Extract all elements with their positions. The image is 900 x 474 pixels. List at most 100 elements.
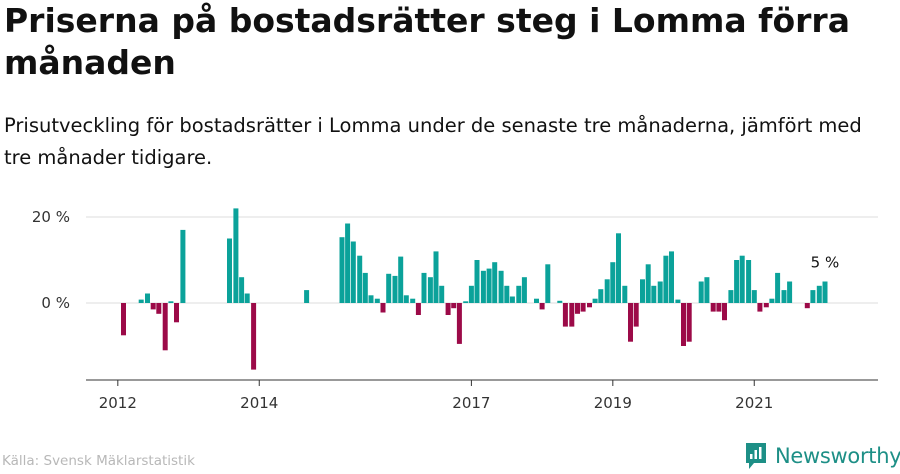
bar-positive bbox=[598, 289, 604, 303]
bar-positive bbox=[734, 260, 740, 303]
bar-positive bbox=[345, 223, 351, 303]
bar-positive bbox=[368, 295, 374, 303]
bar-positive bbox=[392, 275, 398, 303]
bar-positive bbox=[386, 273, 392, 303]
y-axis-labels: 0 % 20 % bbox=[32, 208, 70, 312]
bar-positive bbox=[645, 264, 651, 303]
bar-positive bbox=[810, 290, 816, 303]
bar-positive bbox=[610, 262, 616, 304]
bar-positive bbox=[468, 285, 474, 303]
bar-positive bbox=[362, 272, 368, 303]
bar-negative bbox=[686, 303, 692, 342]
bar-negative bbox=[121, 303, 126, 336]
bar-negative bbox=[628, 303, 633, 342]
bar-positive bbox=[663, 255, 669, 303]
bar-positive bbox=[138, 299, 144, 303]
newsworthy-logo-icon bbox=[746, 443, 766, 469]
bar-positive bbox=[233, 208, 239, 303]
bar-positive bbox=[534, 298, 539, 303]
bar-negative bbox=[580, 303, 586, 312]
last-value-label: 5 % bbox=[811, 254, 840, 272]
y-tick-label: 20 % bbox=[32, 208, 70, 226]
bar-negative bbox=[633, 303, 639, 327]
bar-positive bbox=[504, 285, 510, 303]
chart-title: Priserna på bostadsrätter steg i Lomma f… bbox=[4, 1, 850, 82]
bar-negative bbox=[562, 303, 568, 327]
bar-positive bbox=[746, 260, 752, 303]
brand-name: Newsworthy bbox=[775, 444, 900, 468]
bar-positive bbox=[168, 301, 174, 303]
bar-positive bbox=[439, 285, 445, 303]
bar-positive bbox=[480, 270, 486, 304]
bars bbox=[121, 208, 828, 370]
bar-positive bbox=[698, 281, 704, 303]
bar-negative bbox=[804, 303, 810, 309]
bar-positive bbox=[781, 290, 787, 303]
bar-positive bbox=[403, 295, 409, 303]
bar-positive bbox=[728, 290, 734, 303]
bar-positive bbox=[675, 299, 681, 303]
bar-positive bbox=[357, 255, 363, 303]
x-tick-label: 2012 bbox=[99, 394, 137, 412]
bar-positive bbox=[421, 272, 427, 303]
bar-positive bbox=[816, 285, 822, 303]
x-axis-labels: 2012 2014 2017 2019 2021 bbox=[99, 394, 774, 412]
x-tick-label: 2014 bbox=[240, 394, 278, 412]
bar-negative bbox=[162, 303, 168, 351]
bar-negative bbox=[569, 303, 575, 327]
bar-negative bbox=[710, 303, 716, 312]
bar-positive bbox=[657, 281, 663, 303]
bar-positive bbox=[651, 285, 657, 303]
bar-positive bbox=[669, 251, 674, 303]
bar-negative bbox=[445, 303, 451, 315]
x-axis bbox=[86, 379, 878, 386]
bar-positive bbox=[433, 251, 439, 303]
bar-positive bbox=[516, 285, 522, 303]
bar-negative bbox=[251, 303, 257, 370]
bar-positive bbox=[704, 277, 710, 303]
bar-positive bbox=[339, 237, 345, 303]
y-tick-label: 0 % bbox=[41, 294, 70, 312]
bar-negative bbox=[575, 303, 580, 314]
bar-positive bbox=[616, 233, 621, 303]
bar-positive bbox=[227, 238, 232, 303]
bar-positive bbox=[350, 241, 356, 303]
chart-subtitle: Prisutveckling för bostadsrätter i Lomma… bbox=[4, 114, 862, 169]
bar-positive bbox=[557, 300, 563, 303]
x-tick-label: 2017 bbox=[452, 394, 490, 412]
bar-positive bbox=[463, 301, 469, 303]
bar-negative bbox=[722, 303, 727, 321]
bar-positive bbox=[822, 281, 828, 303]
bar-negative bbox=[763, 303, 769, 308]
bar-negative bbox=[757, 303, 763, 312]
bar-positive bbox=[145, 293, 150, 303]
bar-positive bbox=[398, 256, 404, 303]
bar-positive bbox=[775, 272, 781, 303]
bar-positive bbox=[787, 281, 793, 303]
bar-positive bbox=[244, 293, 250, 303]
bar-negative bbox=[681, 303, 686, 346]
bar-positive bbox=[410, 298, 416, 303]
bar-positive bbox=[492, 262, 498, 304]
bar-positive bbox=[739, 255, 745, 303]
bar-negative bbox=[539, 303, 545, 310]
bar-negative bbox=[150, 303, 156, 310]
source-note: Källa: Svensk Mäklarstatistik bbox=[2, 453, 195, 469]
bar-positive bbox=[427, 277, 433, 303]
bar-positive bbox=[521, 277, 527, 303]
bar-negative bbox=[716, 303, 722, 312]
bar-negative bbox=[380, 303, 386, 313]
brand-logo[interactable]: Newsworthy bbox=[745, 442, 900, 470]
bar-negative bbox=[451, 303, 457, 309]
bar-positive bbox=[304, 290, 310, 303]
bar-positive bbox=[486, 268, 492, 303]
x-tick-label: 2019 bbox=[594, 394, 632, 412]
bar-positive bbox=[592, 298, 598, 303]
bar-positive bbox=[769, 298, 775, 303]
bar-negative bbox=[156, 303, 162, 314]
bar-positive bbox=[604, 279, 610, 303]
bar-positive bbox=[640, 279, 645, 303]
bar-positive bbox=[751, 290, 757, 303]
bar-negative bbox=[174, 303, 179, 323]
bar-positive bbox=[509, 296, 515, 303]
